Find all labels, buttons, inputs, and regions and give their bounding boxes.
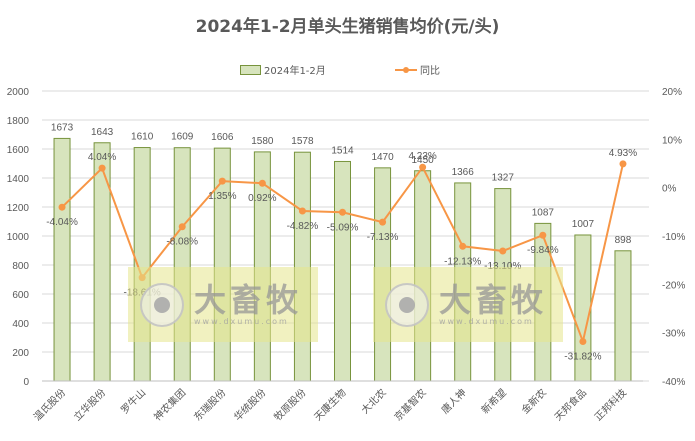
watermark-url: www.dxumu.com: [439, 317, 534, 326]
line-marker-icon: [395, 65, 417, 75]
category-label: 金新农: [519, 386, 549, 416]
yoy-value-label: 4.04%: [88, 152, 116, 163]
yoy-marker: [58, 203, 66, 211]
bar-value-label: 1450: [412, 155, 435, 166]
chart-title: 2024年1-2月单头生猪销售均价(元/头): [195, 17, 500, 37]
category-label: 罗牛山: [118, 386, 148, 416]
yoy-marker: [539, 231, 547, 239]
y-left-tick: 400: [12, 319, 29, 330]
legend-line-label: 同比: [420, 66, 440, 77]
yoy-value-label: -13.10%: [484, 261, 521, 272]
yoy-marker: [258, 179, 266, 187]
category-label: 东瑞股份: [191, 386, 228, 423]
bar-value-label: 1643: [91, 127, 114, 138]
yoy-marker: [339, 208, 346, 216]
category-label: 立华股份: [71, 386, 108, 423]
yoy-value-label: -4.82%: [287, 221, 319, 232]
legend-item-bar: 2024年1-2月: [240, 62, 326, 77]
category-label: 京基智农: [391, 386, 428, 423]
watermark-brand: 大畜牧: [194, 281, 303, 319]
bar-value-label: 1580: [251, 136, 274, 147]
yoy-value-label: -8.08%: [166, 237, 198, 248]
y-left-tick: 1200: [7, 203, 30, 214]
y-right-tick: -30%: [662, 329, 685, 340]
legend-item-line: 同比: [395, 62, 440, 77]
bar-value-label: 1514: [331, 145, 354, 156]
yoy-value-label: 4.93%: [609, 148, 637, 159]
yoy-value-label: -12.13%: [444, 256, 481, 267]
bar-value-label: 1087: [532, 207, 555, 218]
y-right-tick: 10%: [662, 135, 682, 146]
yoy-marker: [419, 163, 427, 171]
bar-value-label: 1327: [492, 173, 515, 184]
watermark-brand: 大畜牧: [439, 281, 548, 319]
watermark-left: 大畜牧 www.dxumu.com: [128, 267, 318, 342]
y-left-tick: 200: [12, 348, 29, 359]
y-left-tick: 800: [12, 261, 29, 272]
category-label: 天邦食品: [552, 386, 589, 423]
category-label: 正邦科技: [592, 386, 629, 423]
yoy-value-label: 1.35%: [208, 191, 236, 202]
category-label: 神农集团: [151, 386, 188, 423]
category-label: 华统股份: [231, 386, 268, 423]
yoy-value-label: 4.23%: [408, 151, 436, 162]
yoy-value-label: 0.92%: [248, 193, 276, 204]
bar: [173, 147, 191, 382]
bar: [334, 160, 351, 382]
category-label: 牧原股份: [271, 386, 308, 423]
y-right-tick: 0%: [662, 184, 677, 195]
category-label: 新希望: [478, 386, 508, 416]
y-right-tick: -10%: [662, 232, 685, 243]
bar-value-label: 1673: [51, 122, 74, 133]
watermark-logo-icon: [140, 282, 184, 327]
y-left-tick: 1400: [7, 174, 30, 185]
y-right-tick: -40%: [662, 377, 685, 388]
yoy-marker: [218, 177, 226, 185]
bar-value-label: 1606: [211, 132, 234, 143]
yoy-marker: [619, 160, 627, 168]
watermark-url: www.dxumu.com: [194, 317, 289, 326]
yoy-marker: [499, 247, 507, 255]
yoy-value-label: -5.09%: [327, 222, 359, 233]
yoy-marker: [178, 223, 186, 231]
watermark-right: 大畜牧 www.dxumu.com: [373, 267, 563, 342]
bar-value-label: 1609: [171, 132, 194, 143]
y-left-tick: 0: [23, 377, 29, 388]
chart-legend: 2024年1-2月 同比: [0, 62, 695, 78]
bar-value-label: 1470: [371, 152, 394, 163]
y-left-tick: 1000: [7, 232, 30, 243]
category-label: 温氏股份: [31, 387, 68, 424]
y-right-tick: 20%: [662, 87, 682, 98]
bar-value-label: 1007: [572, 219, 595, 230]
y-left-tick: 2000: [7, 87, 30, 98]
bar-value-label: 1610: [131, 132, 154, 143]
bar-value-label: 1578: [291, 136, 314, 147]
category-label: 大北农: [358, 386, 388, 416]
yoy-marker: [579, 337, 587, 345]
bar: [614, 250, 632, 382]
category-label: 天康生物: [311, 386, 348, 423]
category-label: 唐人神: [438, 386, 468, 416]
legend-bar-label: 2024年1-2月: [264, 66, 326, 77]
y-right-tick: -20%: [662, 280, 685, 291]
yoy-marker: [298, 207, 306, 215]
bar: [93, 142, 111, 382]
yoy-value-label: -31.82%: [564, 351, 601, 362]
bar-value-label: 1366: [452, 167, 475, 178]
bar-swatch-icon: [240, 64, 261, 75]
yoy-marker: [459, 242, 467, 250]
yoy-value-label: -7.13%: [367, 232, 399, 243]
yoy-value-label: -4.04%: [46, 217, 78, 228]
y-left-tick: 1800: [7, 116, 30, 127]
y-left-tick: 1600: [7, 145, 30, 156]
yoy-marker: [379, 218, 387, 226]
bar-value-label: 898: [615, 235, 632, 246]
yoy-marker: [98, 164, 106, 172]
watermark-logo-icon: [385, 282, 429, 327]
yoy-value-label: -9.84%: [527, 245, 559, 256]
bar: [53, 137, 71, 382]
y-left-tick: 600: [12, 290, 29, 301]
